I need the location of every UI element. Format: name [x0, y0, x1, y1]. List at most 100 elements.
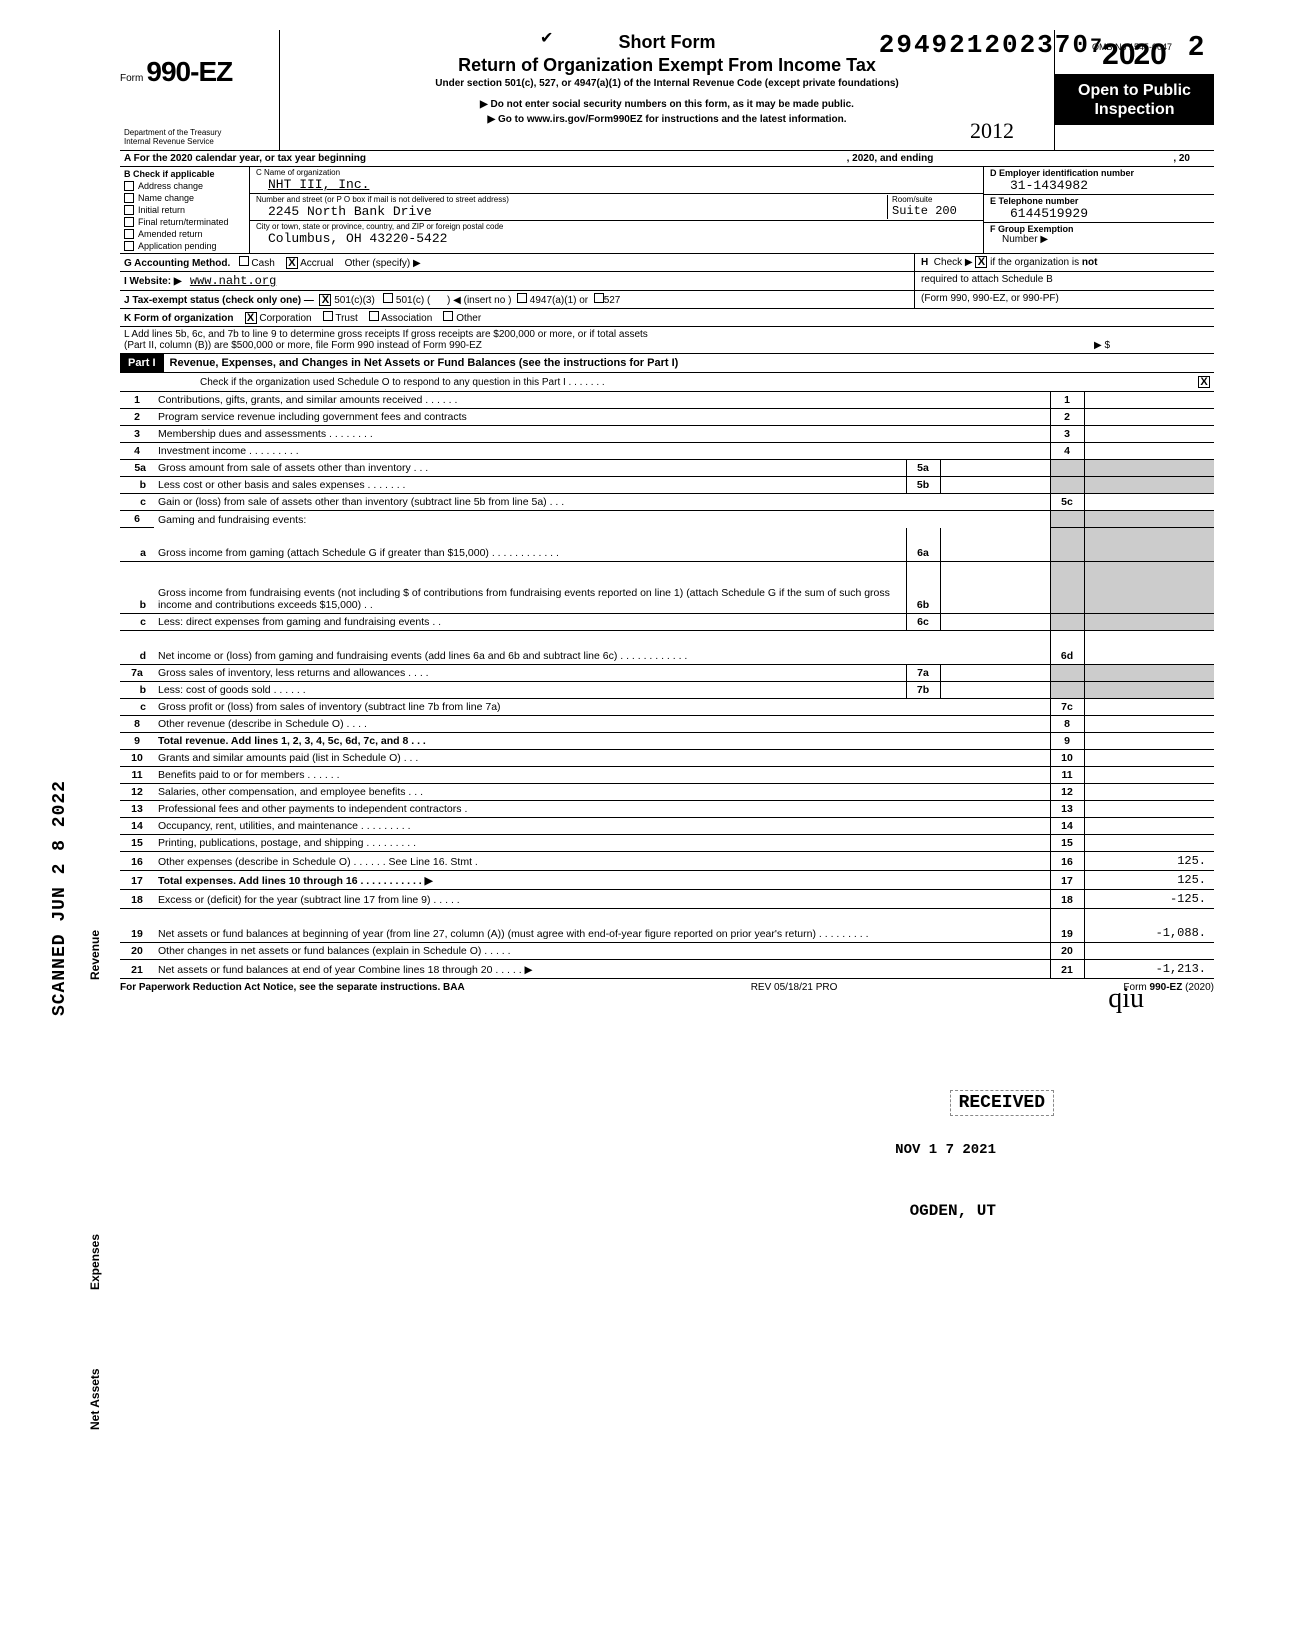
schedule-b-checkbox[interactable]: X [975, 256, 987, 268]
line-row: 12Salaries, other compensation, and empl… [120, 784, 1214, 801]
dept-treasury: Department of the Treasury [124, 128, 269, 137]
line-number: 5a [120, 460, 154, 477]
right-line-val [1084, 528, 1214, 562]
right-line-no: 17 [1050, 871, 1084, 890]
mid-line-no: 7b [906, 682, 940, 699]
527-checkbox[interactable] [594, 293, 604, 303]
right-line-val [1084, 614, 1214, 631]
right-line-no: 9 [1050, 733, 1084, 750]
revenue-side-label: Revenue [88, 930, 102, 980]
right-line-val [1084, 733, 1214, 750]
line-desc: Other changes in net assets or fund bala… [154, 943, 1050, 960]
applicable-checkbox[interactable] [124, 193, 134, 203]
line-desc: Benefits paid to or for members . . . . … [154, 767, 1050, 784]
other-org-checkbox[interactable] [443, 311, 453, 321]
line-desc: Other expenses (describe in Schedule O) … [154, 852, 1050, 871]
line-number: 14 [120, 818, 154, 835]
room-value: Suite 200 [892, 204, 977, 218]
row-g-h: G Accounting Method. Cash X Accrual Othe… [120, 254, 1214, 272]
schedule-o-checkbox[interactable]: X [1198, 376, 1210, 388]
line-row: 11Benefits paid to or for members . . . … [120, 767, 1214, 784]
line-number: 13 [120, 801, 154, 818]
row-l: L Add lines 5b, 6c, and 7b to line 9 to … [120, 327, 1214, 354]
line-number: 7a [120, 665, 154, 682]
right-line-val [1084, 443, 1214, 460]
checkbox-label: Name change [138, 193, 194, 203]
right-line-val [1084, 665, 1214, 682]
mid-line-val [940, 665, 1050, 682]
ssn-warning: ▶ Do not enter social security numbers o… [288, 99, 1046, 110]
right-line-val [1084, 801, 1214, 818]
applicable-checkbox[interactable] [124, 241, 134, 251]
line-row: 1Contributions, gifts, grants, and simil… [120, 392, 1214, 409]
right-line-no: 15 [1050, 835, 1084, 852]
expenses-side-label: Expenses [88, 1234, 102, 1290]
page-number: 2 [1188, 30, 1204, 62]
line-number: 16 [120, 852, 154, 871]
right-line-no: 6d [1050, 631, 1084, 665]
right-line-no: 8 [1050, 716, 1084, 733]
website-value: www.naht.org [190, 274, 276, 288]
telephone-value: 6144519929 [990, 206, 1208, 221]
line-a: A For the 2020 calendar year, or tax yea… [120, 151, 1214, 167]
line-number: d [120, 631, 154, 665]
right-line-val [1084, 426, 1214, 443]
501c-checkbox[interactable] [383, 293, 393, 303]
mid-line-no: 6b [906, 562, 940, 614]
mid-line-no: 5b [906, 477, 940, 494]
mid-line-no: 6c [906, 614, 940, 631]
checkbox-label: Application pending [138, 241, 217, 251]
line-row: aGross income from gaming (attach Schedu… [120, 528, 1214, 562]
line-row: 13Professional fees and other payments t… [120, 801, 1214, 818]
line-number: 9 [120, 733, 154, 750]
right-line-val [1084, 494, 1214, 511]
ein-label: D Employer identification number [990, 168, 1208, 178]
right-line-no: 5c [1050, 494, 1084, 511]
right-line-no: 3 [1050, 426, 1084, 443]
omb-number: OMB No 1545-0047 [1092, 42, 1172, 52]
line-desc: Net income or (loss) from gaming and fun… [154, 631, 1050, 665]
association-checkbox[interactable] [369, 311, 379, 321]
line-desc: Net assets or fund balances at beginning… [154, 909, 1050, 943]
line-number: 11 [120, 767, 154, 784]
trust-checkbox[interactable] [323, 311, 333, 321]
line-desc: Less cost or other basis and sales expen… [154, 477, 906, 494]
line-row: cGross profit or (loss) from sales of in… [120, 699, 1214, 716]
4947-checkbox[interactable] [517, 293, 527, 303]
applicable-checkbox[interactable] [124, 229, 134, 239]
line-number: 6 [120, 511, 154, 528]
line-number: b [120, 477, 154, 494]
line-desc: Excess or (deficit) for the year (subtra… [154, 890, 1050, 909]
form-prefix: Form [120, 73, 143, 84]
applicable-checkbox[interactable] [124, 181, 134, 191]
form-number: 990-EZ [146, 56, 232, 87]
right-line-val: 125. [1084, 852, 1214, 871]
right-line-val [1084, 511, 1214, 528]
501c3-checkbox[interactable]: X [319, 294, 331, 306]
applicable-checkbox[interactable] [124, 217, 134, 227]
right-line-no [1050, 562, 1084, 614]
applicable-checkbox[interactable] [124, 205, 134, 215]
right-line-no: 10 [1050, 750, 1084, 767]
right-line-no: 2 [1050, 409, 1084, 426]
line-desc: Occupancy, rent, utilities, and maintena… [154, 818, 1050, 835]
line-row: 9Total revenue. Add lines 1, 2, 3, 4, 5c… [120, 733, 1214, 750]
line-number: 8 [120, 716, 154, 733]
right-line-val [1084, 682, 1214, 699]
line-row: 10Grants and similar amounts paid (list … [120, 750, 1214, 767]
accrual-checkbox[interactable]: X [286, 257, 298, 269]
mid-line-no: 6a [906, 528, 940, 562]
right-line-val [1084, 750, 1214, 767]
right-line-val [1084, 835, 1214, 852]
cash-checkbox[interactable] [239, 256, 249, 266]
mid-line-val [940, 477, 1050, 494]
line-number: b [120, 682, 154, 699]
instructions-link: ▶ Go to www.irs.gov/Form990EZ for instru… [288, 114, 1046, 125]
line-row: cGain or (loss) from sale of assets othe… [120, 494, 1214, 511]
telephone-label: E Telephone number [990, 196, 1208, 206]
right-line-no: 18 [1050, 890, 1084, 909]
line-row: cLess: direct expenses from gaming and f… [120, 614, 1214, 631]
website-label: I Website: ▶ [124, 276, 182, 287]
right-line-val: -1,213. [1084, 960, 1214, 979]
corporation-checkbox[interactable]: X [245, 312, 257, 324]
